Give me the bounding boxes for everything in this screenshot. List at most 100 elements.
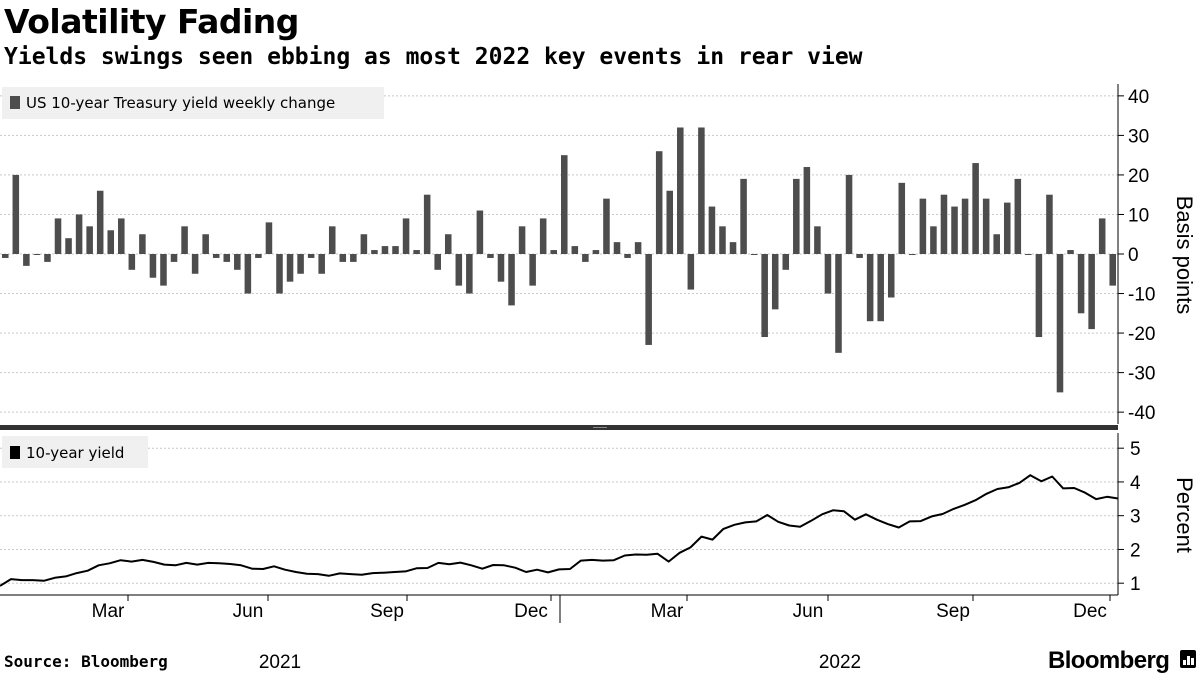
bar	[402, 218, 410, 254]
bar	[202, 234, 209, 254]
bar	[782, 254, 790, 270]
bar-y-tick-label: 40	[1128, 87, 1149, 108]
line-y-tick-label: 5	[1130, 439, 1141, 460]
bar	[75, 214, 83, 254]
bar	[371, 250, 378, 254]
x-tick-label: Jun	[793, 601, 824, 622]
bar	[1046, 194, 1053, 254]
bar-y-tick-label: -20	[1128, 324, 1155, 345]
bar	[856, 254, 863, 258]
bar	[708, 206, 716, 254]
bar	[234, 254, 241, 270]
bar	[877, 254, 884, 322]
bar	[866, 254, 874, 322]
bar	[1098, 218, 1106, 254]
bar	[835, 254, 842, 353]
bar	[286, 254, 294, 282]
x-year-label: 2021	[259, 652, 301, 673]
bar	[909, 254, 916, 255]
bar	[624, 254, 631, 258]
bar	[845, 174, 853, 254]
bar	[1077, 254, 1085, 314]
bar	[930, 226, 937, 254]
bar-y-tick-label: 30	[1128, 126, 1149, 147]
bar	[740, 178, 747, 254]
bar	[360, 234, 368, 254]
bar	[1025, 254, 1032, 255]
bar	[582, 254, 589, 262]
bar	[33, 254, 41, 255]
x-tick-label: Sep	[936, 601, 970, 622]
bar	[518, 226, 526, 254]
bar	[550, 250, 557, 254]
bar	[65, 238, 72, 254]
x-tick-label: Mar	[92, 601, 125, 622]
bar	[265, 222, 273, 254]
bar	[961, 198, 969, 254]
bar	[128, 254, 136, 270]
bar	[1056, 254, 1064, 393]
bar-legend-label: US 10-year Treasury yield weekly change	[26, 94, 335, 112]
bar	[118, 218, 125, 254]
bar	[160, 254, 167, 286]
bar	[413, 250, 420, 254]
bar	[529, 254, 536, 286]
bar	[223, 254, 231, 262]
bar	[940, 194, 948, 254]
bar	[1088, 254, 1095, 330]
bar	[603, 198, 610, 254]
bar	[170, 254, 178, 262]
bar	[1067, 250, 1074, 254]
bar-y-tick-label: 10	[1128, 205, 1149, 226]
bar	[655, 151, 663, 254]
bar	[423, 194, 431, 254]
bar	[244, 254, 252, 294]
bar	[318, 254, 325, 274]
line-y-tick-label: 3	[1130, 507, 1141, 528]
bar-y-tick-label: 20	[1128, 166, 1149, 187]
bar	[561, 155, 568, 254]
bar	[276, 254, 283, 294]
bar-y-tick-label: -30	[1128, 364, 1155, 385]
bar	[887, 254, 895, 298]
bar	[1014, 178, 1022, 254]
bar-legend-swatch	[10, 96, 20, 109]
x-tick-label: Jun	[233, 601, 264, 622]
bar	[487, 254, 494, 258]
bar	[255, 254, 262, 258]
x-year-label: 2022	[819, 652, 861, 673]
line-y-tick-label: 1	[1130, 574, 1141, 595]
bar	[139, 234, 146, 254]
x-tick-label: Dec	[514, 601, 548, 622]
bar	[803, 167, 811, 254]
bar	[982, 198, 990, 254]
x-tick-label: Dec	[1073, 601, 1107, 622]
bar	[44, 254, 51, 262]
bar-y-axis-title: Basis points	[1172, 196, 1197, 315]
bar	[571, 246, 579, 254]
source-note: Source: Bloomberg	[4, 652, 168, 671]
bar	[54, 218, 62, 254]
line-legend-box	[2, 436, 148, 468]
bar	[497, 254, 505, 282]
page-subtitle: Yields swings seen ebbing as most 2022 k…	[4, 44, 863, 70]
bar	[96, 190, 104, 254]
bar	[1109, 254, 1116, 286]
page-title: Volatility Fading	[4, 2, 299, 41]
bar	[771, 254, 779, 310]
panel-separator	[0, 425, 1118, 430]
bar	[729, 242, 737, 254]
bar	[666, 190, 674, 254]
bar	[634, 242, 642, 254]
bar	[592, 250, 600, 254]
bar	[381, 246, 389, 254]
bar	[898, 182, 906, 254]
bar	[793, 178, 800, 254]
bar	[107, 230, 115, 254]
bar	[539, 218, 547, 254]
bar	[434, 254, 441, 270]
bar	[23, 254, 30, 266]
bar	[297, 254, 304, 274]
line-y-tick-label: 4	[1130, 473, 1141, 494]
